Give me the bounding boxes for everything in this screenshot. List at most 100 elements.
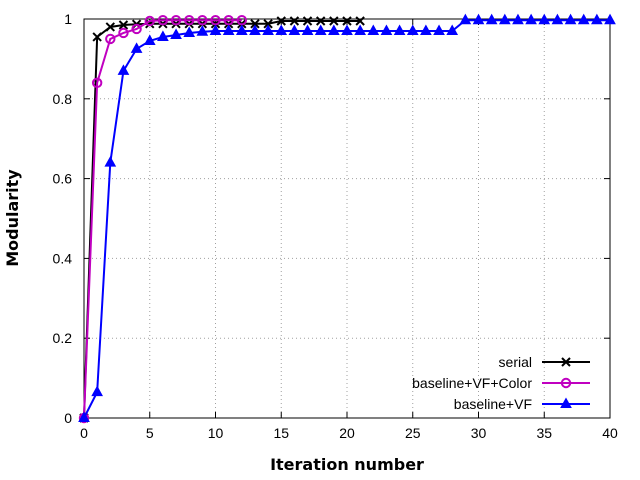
data-point-serial: [118, 20, 129, 30]
legend-marker: [560, 397, 572, 408]
data-point-baseline-vf: [591, 13, 603, 25]
data-point-serial: [92, 32, 102, 42]
data-point-baseline-vf-color: [236, 14, 248, 26]
data-point-baseline-vf: [104, 156, 117, 167]
x-tick-label: 0: [80, 425, 88, 441]
series-baseline-vf-color: [78, 14, 248, 424]
tick-layer: 0 5 10 15 20 25 30 35 40 0 0.2 0.4 0.6 0.8 1: [53, 11, 618, 441]
data-point-baseline-vf: [341, 24, 353, 35]
legend-entry-serial: serial: [499, 354, 590, 370]
legend: serial baseline+VF+Color baseline+VF: [412, 354, 590, 412]
data-point-baseline-vf: [367, 24, 380, 35]
data-point-baseline-vf: [170, 28, 182, 39]
legend-marker: [560, 377, 572, 389]
legend-marker: [561, 357, 571, 367]
data-point-baseline-vf: [485, 13, 498, 25]
data-point-serial-stroke-b: [302, 16, 313, 26]
legend-label: baseline+VF: [454, 396, 532, 412]
x-tick-label: 25: [405, 425, 421, 441]
data-point-baseline-vf: [498, 13, 511, 25]
data-point-serial-stroke-b: [92, 32, 102, 42]
data-point-baseline-vf: [275, 24, 288, 35]
grid-layer: [84, 19, 610, 418]
data-point-baseline-vf: [328, 24, 340, 35]
data-point-serial-stroke-b: [250, 19, 260, 29]
legend-entry-baseline-vf: baseline+VF: [454, 396, 590, 412]
data-point-baseline-vf-color: [184, 14, 195, 26]
data-point-serial: [105, 22, 116, 32]
data-point-baseline-vf: [393, 24, 406, 35]
data-point-baseline-vf: [577, 13, 590, 25]
data-point-baseline-vf: [130, 42, 143, 53]
legend-label: baseline+VF+Color: [412, 375, 532, 391]
data-point-baseline-vf-color: [144, 15, 155, 27]
data-point-baseline-vf: [380, 24, 393, 35]
y-tick-label: 0: [64, 410, 72, 426]
x-tick-label: 10: [208, 425, 224, 441]
data-point-serial: [289, 16, 300, 26]
data-point-baseline-vf: [196, 25, 209, 36]
data-point-serial: [315, 16, 326, 26]
x-tick-label: 20: [339, 425, 355, 441]
data-point-baseline-vf: [301, 24, 314, 35]
data-point-baseline-vf: [420, 24, 432, 35]
data-point-serial-stroke-b: [289, 16, 300, 26]
x-tick-label: 30: [471, 425, 487, 441]
data-point-baseline-vf: [525, 13, 537, 25]
data-point-serial: [355, 16, 365, 26]
data-point-baseline-vf: [538, 13, 551, 25]
data-point-baseline-vf-color: [210, 14, 221, 26]
data-point-baseline-vf: [157, 30, 169, 41]
legend-marker-stroke-b: [561, 357, 571, 367]
data-point-serial-stroke-b: [355, 16, 365, 26]
y-tick-label: 0.2: [53, 330, 73, 346]
data-point-baseline-vf: [78, 411, 90, 422]
data-point-baseline-vf-color: [157, 14, 169, 26]
x-axis-title: Iteration number: [270, 455, 424, 474]
data-point-baseline-vf: [512, 13, 524, 25]
data-point-baseline-vf: [143, 34, 156, 45]
y-tick-label: 0.6: [53, 171, 73, 187]
data-point-serial-stroke-b: [329, 16, 339, 26]
data-point-serial-stroke-b: [118, 20, 129, 30]
data-point-baseline-vf-color: [223, 14, 234, 26]
data-point-serial: [302, 16, 313, 26]
data-point-serial: [250, 19, 260, 29]
series-line-serial: [83, 20, 361, 419]
data-point-baseline-vf: [209, 24, 222, 35]
data-point-baseline-vf-color: [118, 27, 129, 39]
data-point-baseline-vf: [249, 24, 261, 35]
data-point-baseline-vf: [433, 24, 445, 35]
data-point-baseline-vf: [91, 385, 103, 397]
legend-label: serial: [499, 354, 532, 370]
series-line-baseline-vf-color: [83, 19, 242, 419]
data-point-serial-stroke-b: [315, 16, 326, 26]
data-point-baseline-vf-color: [105, 33, 116, 45]
data-point-baseline-vf: [406, 24, 419, 35]
data-point-serial: [276, 16, 286, 26]
data-point-baseline-vf: [262, 24, 274, 35]
data-point-baseline-vf: [604, 13, 616, 25]
data-point-baseline-vf-color: [197, 14, 208, 26]
data-point-baseline-vf: [314, 24, 327, 35]
y-tick-label: 0.8: [53, 91, 73, 107]
data-point-baseline-vf: [288, 24, 301, 35]
data-point-baseline-vf: [117, 64, 130, 75]
data-point-serial: [342, 16, 352, 26]
data-point-baseline-vf: [354, 24, 366, 35]
data-point-baseline-vf: [472, 13, 485, 25]
data-point-baseline-vf: [551, 13, 564, 25]
data-point-serial-stroke-b: [276, 16, 286, 26]
data-point-baseline-vf-color: [131, 23, 142, 35]
x-tick-label: 15: [273, 425, 289, 441]
data-point-serial: [329, 16, 339, 26]
data-point-serial-stroke-b: [263, 19, 273, 29]
y-tick-label: 0.4: [53, 250, 73, 266]
data-point-baseline-vf: [235, 24, 248, 35]
data-point-baseline-vf-color: [170, 14, 182, 26]
data-point-serial: [263, 19, 273, 29]
data-point-baseline-vf: [183, 26, 196, 37]
series-layer: [78, 13, 616, 424]
x-tick-label: 35: [536, 425, 552, 441]
